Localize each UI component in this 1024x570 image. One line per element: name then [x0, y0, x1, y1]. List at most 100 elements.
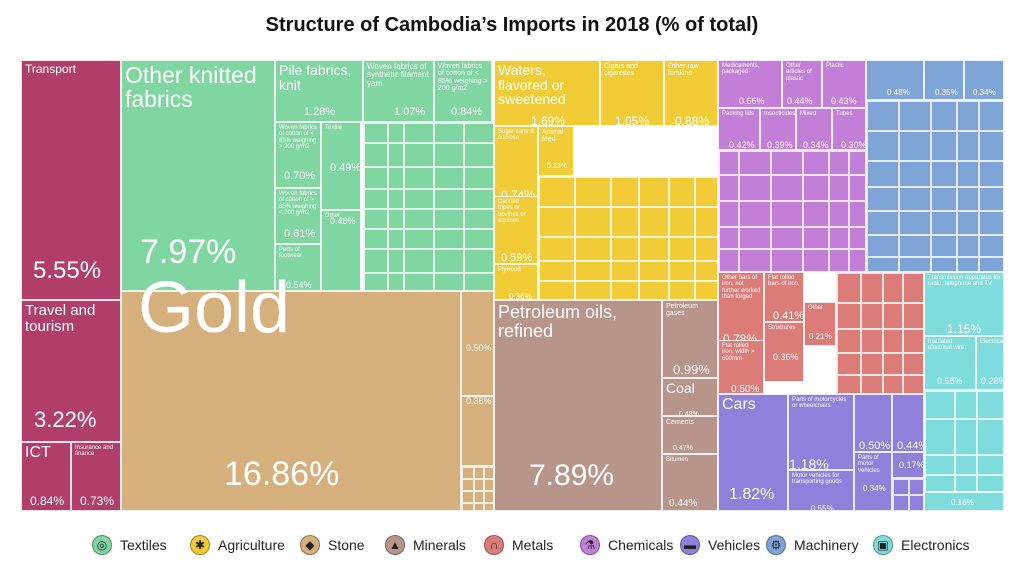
- cell-label: Flat rolled iron, width > 600mm: [722, 343, 755, 362]
- small-product-cell: [484, 479, 493, 491]
- cell-percentage: 0.34%: [803, 140, 829, 150]
- small-product-cell: [909, 495, 923, 510]
- small-product-cell: [474, 479, 484, 491]
- small-product-cell: [849, 227, 865, 249]
- small-product-cell: [719, 201, 739, 227]
- small-product-cell: [955, 475, 977, 491]
- cell-label: Animal feed: [542, 129, 564, 144]
- small-product-cell: [837, 273, 861, 303]
- flask-icon: ⚗: [580, 535, 600, 555]
- small-product-cell: [611, 237, 639, 261]
- small-product-cell: [739, 249, 771, 271]
- small-product-cell: [388, 123, 404, 143]
- small-product-cell: [903, 353, 923, 375]
- small-product-cell: [883, 303, 903, 329]
- small-products-grid-textiles: [363, 122, 494, 291]
- small-product-cell: [883, 273, 903, 303]
- small-product-cell: [575, 207, 611, 237]
- cell-percentage: 0.34%: [863, 484, 886, 493]
- small-product-cell: [977, 391, 1003, 419]
- small-product-cell: [849, 201, 865, 227]
- legend-label: Minerals: [413, 537, 466, 553]
- cell-percentage: 0.88%: [675, 114, 710, 126]
- treemap-cell-plastic: Plastic 0.43%: [822, 60, 866, 108]
- small-products-grid-machinery: [866, 100, 1004, 272]
- treemap-cell-pile: Pile fabrics, knit 1.28%: [275, 60, 363, 122]
- small-product-cell: [539, 177, 575, 207]
- small-product-cell: [434, 143, 464, 167]
- small-product-cell: [669, 177, 695, 207]
- treemap-cell-gases: Petroleum gases 0.99%: [662, 300, 718, 378]
- small-product-cell: [861, 273, 883, 303]
- small-product-cell: [771, 249, 803, 271]
- treemap-cell-other-tex: Other 0.48%: [321, 210, 361, 291]
- cell-label: Other raw furskins: [668, 63, 699, 78]
- legend-label: Chemicals: [608, 537, 674, 553]
- small-product-cell: [867, 257, 899, 271]
- cell-percentage: 0.36%: [773, 352, 799, 362]
- cell-label: Medicaments, packaged: [722, 63, 760, 76]
- small-product-cell: [464, 229, 493, 249]
- treemap-cell-plywood: Plywood 0.36%: [494, 264, 538, 300]
- cell-percentage: 0.42%: [729, 140, 755, 150]
- small-product-cell: [977, 419, 1003, 455]
- small-product-cell: [957, 187, 979, 211]
- small-product-cell: [575, 261, 611, 281]
- cell-percentage: 0.58%: [937, 376, 963, 386]
- small-product-cell: [434, 167, 464, 189]
- cell-label: Flat rolled bars of iron: [768, 275, 799, 288]
- treemap-cell-mach2: 0.35%: [924, 60, 964, 100]
- treemap-cell-waters: Waters, flavored or sweetened 1.69%: [494, 60, 600, 126]
- legend-item-chemicals: ⚗ Chemicals: [580, 530, 673, 560]
- small-product-cell: [925, 475, 955, 491]
- small-product-cell: [837, 375, 861, 393]
- small-product-cell: [903, 273, 923, 303]
- small-product-cell: [388, 143, 404, 167]
- small-product-cell: [957, 161, 979, 187]
- small-product-cell: [909, 479, 923, 495]
- cell-percentage: 1.28%: [304, 106, 336, 118]
- treemap-cell-mvparts: Parts of motor vehicles 0.34%: [854, 452, 892, 511]
- small-product-cell: [434, 189, 464, 209]
- small-product-cell: [462, 479, 474, 491]
- small-product-cell: [903, 303, 923, 329]
- treemap-cell-transport: Transport 5.55%: [21, 60, 121, 300]
- spool-icon: ◎: [92, 535, 112, 555]
- small-product-cell: [931, 211, 957, 235]
- treemap-cell-cars: Cars 1.82%: [718, 394, 788, 511]
- small-product-cell: [837, 329, 861, 353]
- small-product-cell: [719, 249, 739, 271]
- small-product-cell: [893, 479, 909, 495]
- cell-label: Other articles of plastic: [786, 63, 812, 82]
- small-product-cell: [925, 419, 955, 455]
- cell-label: ICT: [25, 444, 51, 461]
- treemap-cell-furskins: Other raw furskins 0.88%: [664, 60, 718, 126]
- small-product-cell: [364, 123, 388, 143]
- small-product-cell: [931, 187, 957, 211]
- cell-label: Electrical: [980, 339, 1004, 345]
- cell-label: Textile: [325, 125, 343, 131]
- cell-percentage: 0.55%: [811, 504, 834, 511]
- small-product-cell: [639, 281, 669, 299]
- small-product-cell: [484, 467, 493, 479]
- small-product-cell: [719, 227, 739, 249]
- cell-label: Plywood: [498, 267, 521, 273]
- legend-item-machinery: ⚙ Machinery: [766, 530, 859, 560]
- small-product-cell: [539, 207, 575, 237]
- legend-item-stone: ◆ Stone: [300, 530, 365, 560]
- small-product-cell: [404, 229, 434, 249]
- small-product-cell: [861, 329, 883, 353]
- small-product-cell: [434, 229, 464, 249]
- mine-icon: ▲: [385, 535, 405, 555]
- cell-label: Pile fabrics, knit: [279, 62, 352, 93]
- treemap-cell-transmission: Transmission apparatus for radio, teleph…: [924, 272, 1004, 336]
- cell-percentage: 0.61%: [284, 228, 316, 240]
- gear-icon: ⚙: [766, 535, 786, 555]
- small-product-cell: [364, 167, 388, 189]
- cell-percentage: 0.59%: [501, 252, 533, 264]
- small-product-cell: [695, 237, 717, 261]
- cell-label: Cars: [722, 396, 756, 413]
- chart-title: Structure of Cambodia’s Imports in 2018 …: [265, 14, 759, 36]
- cell-percentage: 5.55%: [33, 257, 102, 284]
- small-product-cell: [611, 177, 639, 207]
